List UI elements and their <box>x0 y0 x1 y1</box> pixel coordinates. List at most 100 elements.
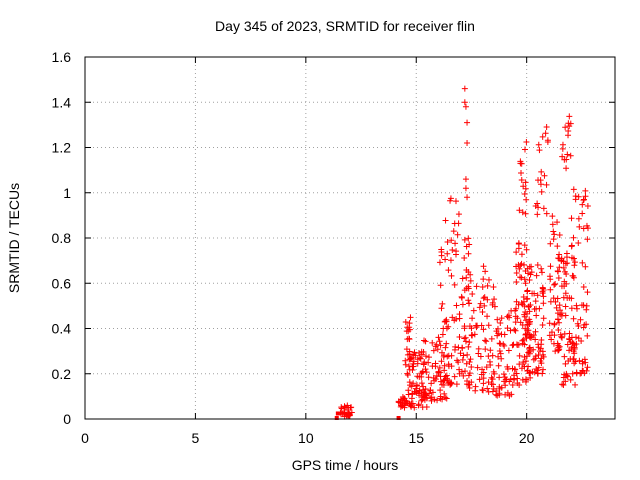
data-point <box>410 360 417 367</box>
data-point <box>453 381 460 388</box>
data-point <box>552 348 559 355</box>
y-tick-label: 1.4 <box>52 94 72 110</box>
data-point <box>445 267 452 274</box>
data-point <box>521 311 528 318</box>
data-point <box>465 343 472 350</box>
data-point <box>564 151 571 158</box>
data-point <box>546 320 553 327</box>
data-point <box>478 371 485 378</box>
data-point <box>548 329 555 336</box>
data-point <box>560 294 567 301</box>
data-point <box>511 326 518 333</box>
data-point <box>402 361 409 368</box>
data-point <box>554 243 561 250</box>
data-point <box>480 375 487 382</box>
y-tick-label: 1.6 <box>52 49 72 65</box>
data-point <box>516 382 523 389</box>
data-point <box>456 311 463 318</box>
data-point <box>576 223 583 230</box>
data-point <box>563 250 570 257</box>
data-point <box>467 356 474 363</box>
data-point <box>411 404 418 411</box>
data-point <box>438 305 445 312</box>
data-point <box>535 352 542 359</box>
data-point <box>444 250 451 257</box>
data-point <box>483 364 490 371</box>
data-point <box>498 355 505 362</box>
data-point <box>568 305 575 312</box>
data-point <box>540 293 547 300</box>
data-point <box>522 179 529 186</box>
data-point <box>341 410 348 417</box>
data-point <box>485 379 492 386</box>
data-point <box>524 287 531 294</box>
data-point <box>566 113 573 120</box>
data-point <box>433 341 440 348</box>
data-point <box>408 354 415 361</box>
data-point <box>421 389 428 396</box>
data-point <box>556 232 563 239</box>
data-points <box>334 85 591 420</box>
data-point <box>464 377 471 384</box>
data-point <box>556 302 563 309</box>
data-point <box>461 236 468 243</box>
data-point <box>345 411 352 418</box>
data-point <box>549 213 556 220</box>
data-point <box>575 193 582 200</box>
data-point <box>437 378 444 385</box>
data-point <box>584 289 591 296</box>
data-point <box>402 357 409 364</box>
x-tick-label: 20 <box>519 430 535 446</box>
data-point <box>524 295 531 302</box>
data-point <box>432 363 439 370</box>
data-point <box>428 380 435 387</box>
x-tick-label: 15 <box>408 430 424 446</box>
data-point <box>444 239 451 246</box>
data-point <box>448 237 455 244</box>
data-point <box>544 139 551 146</box>
data-point <box>439 331 446 338</box>
data-point <box>516 207 523 214</box>
data-point <box>521 190 528 197</box>
data-point <box>559 153 566 160</box>
data-point <box>436 369 443 376</box>
data-point <box>410 351 417 358</box>
data-point <box>427 387 434 394</box>
data-point <box>554 219 561 226</box>
data-point <box>568 242 575 249</box>
data-point <box>458 368 465 375</box>
data-point <box>473 283 480 290</box>
data-point <box>512 327 519 334</box>
data-point <box>570 315 577 322</box>
data-point <box>466 385 473 392</box>
data-point <box>406 320 413 327</box>
data-point <box>577 370 584 377</box>
data-point <box>504 389 511 396</box>
data-point <box>449 246 456 253</box>
data-point <box>438 358 445 365</box>
data-point <box>555 275 562 282</box>
data-point <box>516 361 523 368</box>
data-point <box>444 353 451 360</box>
data-point <box>568 215 575 222</box>
data-point <box>448 352 455 359</box>
data-point <box>469 315 476 322</box>
data-point <box>523 246 530 253</box>
data-point <box>569 370 576 377</box>
data-point <box>398 396 405 403</box>
data-point <box>464 351 471 358</box>
x-axis-label: GPS time / hours <box>292 457 399 473</box>
data-point <box>456 334 463 341</box>
data-point <box>443 372 450 379</box>
data-point <box>579 210 586 217</box>
data-point <box>547 240 554 247</box>
data-point <box>467 271 474 278</box>
data-point <box>496 340 503 347</box>
data-point <box>437 387 444 394</box>
data-point <box>496 348 503 355</box>
data-point <box>430 347 437 354</box>
data-point <box>409 363 416 370</box>
data-point <box>437 373 444 380</box>
data-point <box>480 326 487 333</box>
data-point <box>521 353 528 360</box>
